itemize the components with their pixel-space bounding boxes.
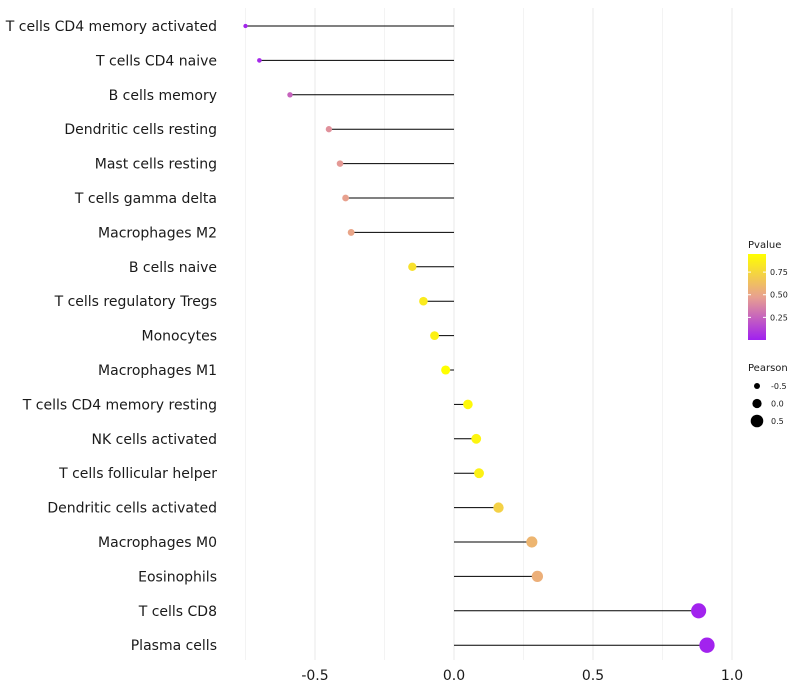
size-legend-label: 0.0 (771, 400, 784, 409)
lollipop-point (474, 468, 484, 479)
category-label: Eosinophils (138, 569, 217, 585)
lollipop-point (463, 399, 473, 410)
category-label: NK cells activated (92, 432, 217, 448)
lollipop-rows: T cells CD4 memory activated T cells CD4 … (5, 19, 715, 654)
lollipop-point (342, 194, 349, 202)
category-label: Macrophages M0 (98, 535, 217, 551)
size-legend-point (754, 383, 760, 389)
x-tick-label: -0.5 (301, 668, 328, 684)
category-label: B cells naive (129, 260, 217, 276)
lollipop-point (430, 331, 439, 341)
lollipop-point (699, 637, 715, 653)
pvalue-colorbar (748, 254, 766, 340)
category-label: T cells follicular helper (58, 466, 217, 482)
x-axis-ticks: -0.5 0.0 0.5 1.0 (301, 668, 743, 684)
category-label: T cells gamma delta (74, 191, 217, 207)
category-label: B cells memory (109, 88, 217, 104)
grid-lines (245, 8, 733, 660)
lollipop-point (691, 603, 707, 619)
lollipop-point (419, 296, 428, 306)
category-label: T cells CD8 (138, 604, 217, 620)
pvalue-legend: Pvalue 0.25 0.50 0.75 (748, 240, 788, 340)
category-label: Dendritic cells activated (47, 501, 217, 517)
category-label: T cells CD4 memory activated (5, 19, 217, 35)
category-label: T cells regulatory Tregs (54, 294, 217, 310)
size-legend-point (750, 414, 764, 428)
category-label: Plasma cells (131, 638, 217, 654)
category-label: Mast cells resting (95, 157, 217, 173)
pearson-legend-title: Pearson (748, 363, 788, 374)
category-label: T cells CD4 naive (95, 53, 217, 69)
lollipop-point (493, 502, 504, 513)
x-tick-label: 1.0 (721, 668, 743, 684)
size-legend-point (752, 398, 762, 409)
size-legend-label: 0.5 (771, 417, 784, 426)
category-label: Dendritic cells resting (64, 122, 217, 138)
colorbar-tick-label: 0.75 (770, 268, 788, 277)
colorbar-tick-label: 0.25 (770, 313, 788, 322)
pearson-legend: Pearson -0.5 0.0 0.5 (748, 363, 788, 428)
lollipop-point (441, 365, 451, 375)
lollipop-point (257, 58, 262, 63)
lollipop-point (325, 126, 333, 133)
lollipop-point (347, 228, 355, 236)
lollipop-point (336, 160, 344, 167)
pvalue-legend-title: Pvalue (748, 240, 781, 251)
x-tick-label: 0.0 (443, 668, 465, 684)
lollipop-point (287, 92, 293, 98)
lollipop-point (526, 536, 538, 548)
lollipop-point (408, 262, 417, 271)
lollipop-point (471, 433, 482, 444)
x-tick-label: 0.5 (582, 668, 604, 684)
category-label: Monocytes (142, 329, 217, 345)
size-legend-label: -0.5 (771, 382, 787, 391)
category-label: Macrophages M1 (98, 363, 217, 379)
category-label: Macrophages M2 (98, 225, 217, 241)
category-label: T cells CD4 memory resting (22, 397, 217, 413)
lollipop-point (531, 570, 544, 583)
colorbar-tick-label: 0.50 (770, 291, 788, 300)
lollipop-point (243, 23, 248, 29)
